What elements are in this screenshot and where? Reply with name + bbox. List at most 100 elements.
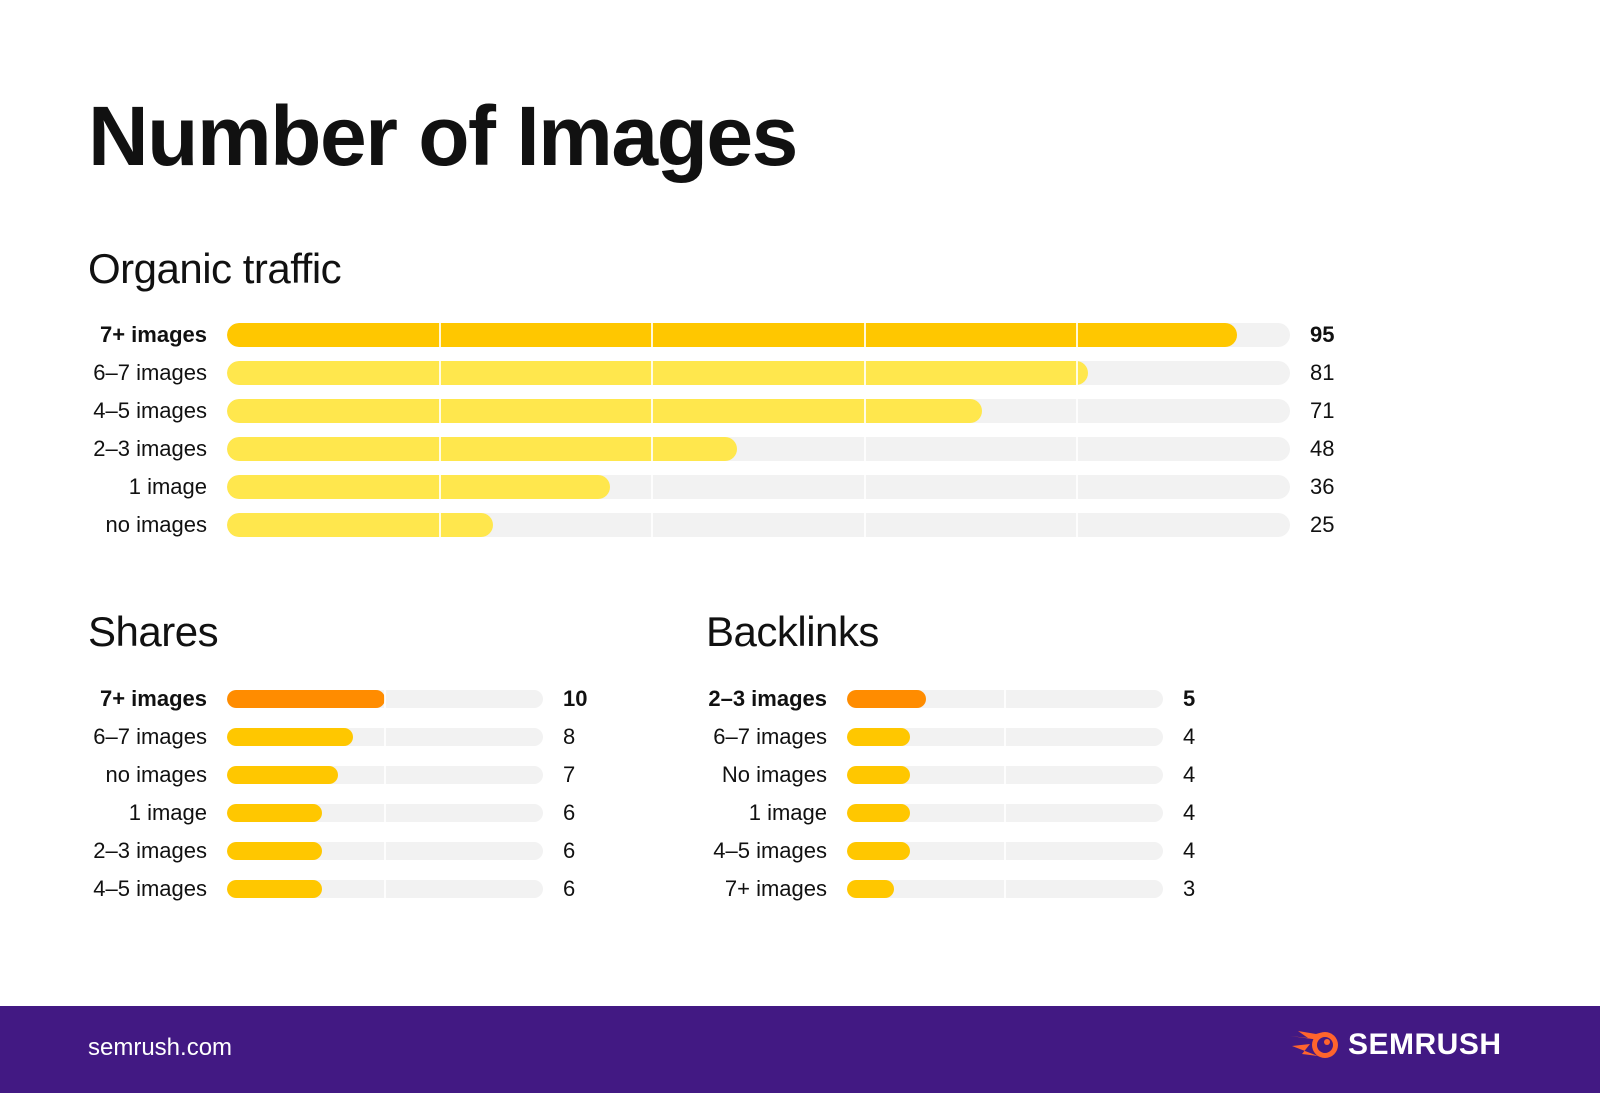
bar-track <box>227 437 1290 461</box>
bar-row: no images 7 <box>105 762 575 787</box>
value-label: 6 <box>563 800 576 825</box>
bar <box>227 399 982 423</box>
gridline <box>651 361 654 385</box>
category-label: 1 image <box>128 800 207 825</box>
gridline <box>1004 766 1006 784</box>
semrush-logo: SEMRUSH <box>1290 1028 1502 1062</box>
gridline <box>438 513 441 537</box>
category-label: 4–5 images <box>93 398 207 423</box>
bar <box>227 766 338 784</box>
value-label: 7 <box>563 762 576 787</box>
bar <box>847 690 926 708</box>
bar-row: 2–3 images 48 <box>93 436 1334 461</box>
bar-row: 1 image 6 <box>129 800 576 825</box>
category-label: 1 image <box>128 474 207 499</box>
bar-row: 7+ images 3 <box>725 876 1195 901</box>
gridline <box>651 323 654 347</box>
bar-track <box>227 513 1290 537</box>
bar-row: No images 4 <box>722 762 1195 787</box>
bar-row: 4–5 images 71 <box>93 398 1334 423</box>
bar-row: 1 image 4 <box>749 800 1196 825</box>
category-label: no images <box>105 762 207 787</box>
logo-text: SEMRUSH <box>1348 1028 1502 1061</box>
bar-row: no images 25 <box>105 512 1334 537</box>
bar <box>227 842 322 860</box>
gridline <box>863 399 866 423</box>
semrush-fireball-icon <box>1290 1031 1338 1058</box>
category-label: 2–3 images <box>708 686 827 711</box>
value-label: 71 <box>1310 398 1335 423</box>
value-label: 3 <box>1183 876 1196 901</box>
gridline <box>438 475 441 499</box>
gridline <box>438 399 441 423</box>
category-label: 4–5 images <box>713 838 827 863</box>
category-label: 7+ images <box>99 686 207 711</box>
backlinks-title: Backlinks <box>706 608 879 655</box>
bar-track <box>227 766 543 784</box>
category-label: 1 image <box>748 800 827 825</box>
gridline <box>438 361 441 385</box>
gridline <box>1076 323 1079 347</box>
bar-track <box>227 323 1290 347</box>
value-label: 10 <box>563 686 588 711</box>
gridline <box>1076 437 1079 461</box>
bar-row: 7+ images 10 <box>100 686 588 711</box>
value-label: 8 <box>563 724 576 749</box>
bar <box>227 804 322 822</box>
gridline <box>384 766 386 784</box>
gridline <box>863 323 866 347</box>
gridline <box>651 437 654 461</box>
gridline <box>863 475 866 499</box>
bar <box>227 880 322 898</box>
gridline <box>438 323 441 347</box>
bar <box>847 842 911 860</box>
bar-track <box>847 880 1163 898</box>
value-label: 5 <box>1183 686 1196 711</box>
bar-row: 7+ images 95 <box>100 322 1334 347</box>
gridline <box>1004 880 1006 898</box>
value-label: 6 <box>563 876 576 901</box>
category-label: 7+ images <box>724 876 827 901</box>
value-label: 4 <box>1183 724 1196 749</box>
bar-row: 1 image 36 <box>129 474 1334 499</box>
value-label: 4 <box>1183 838 1196 863</box>
category-label: 2–3 images <box>93 838 207 863</box>
category-label: 7+ images <box>99 322 207 347</box>
gridline <box>1076 513 1079 537</box>
bar-row: 4–5 images 6 <box>93 876 575 901</box>
bar-track <box>227 475 1290 499</box>
gridline <box>438 437 441 461</box>
bar <box>227 437 738 461</box>
bar <box>227 690 385 708</box>
gridline <box>651 399 654 423</box>
bar <box>847 728 911 746</box>
bar-row: 4–5 images 4 <box>713 838 1195 863</box>
gridline <box>651 513 654 537</box>
gridline <box>1076 361 1079 385</box>
category-label: No images <box>721 762 827 787</box>
bar-track <box>847 766 1163 784</box>
bar-track <box>847 690 1163 708</box>
gridline <box>1004 690 1006 708</box>
bar-track <box>227 361 1290 385</box>
value-label: 48 <box>1310 436 1335 461</box>
site-link[interactable]: semrush.com <box>88 1034 233 1061</box>
shares-title: Shares <box>88 608 219 655</box>
category-label: no images <box>105 512 207 537</box>
value-label: 6 <box>563 838 576 863</box>
bar-track <box>227 399 1290 423</box>
category-label: 4–5 images <box>93 876 207 901</box>
gridline <box>384 804 386 822</box>
gridline <box>863 361 866 385</box>
bar-track <box>847 728 1163 746</box>
bar <box>227 361 1089 385</box>
bar-track <box>847 842 1163 860</box>
value-label: 81 <box>1310 360 1335 385</box>
gridline <box>384 690 386 708</box>
bar-track <box>227 690 543 708</box>
bar <box>227 475 610 499</box>
page-title: Number of Images <box>88 89 798 183</box>
bar-track <box>227 804 543 822</box>
gridline <box>863 437 866 461</box>
gridline <box>1004 728 1006 746</box>
